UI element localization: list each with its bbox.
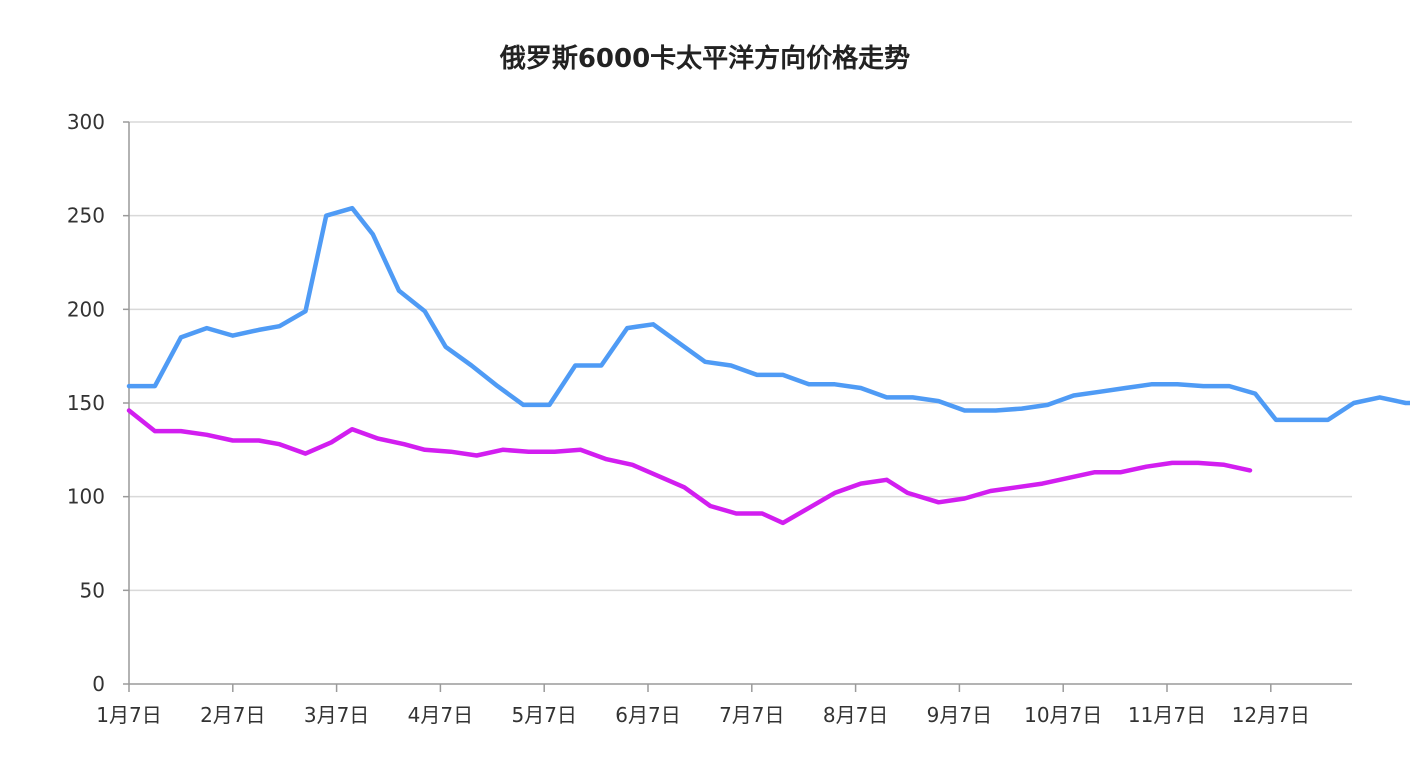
x-tick-label-4: 5月7日 bbox=[511, 703, 576, 727]
x-tick-label-9: 10月7日 bbox=[1024, 703, 1102, 727]
y-tick-label-0: 0 bbox=[92, 672, 105, 696]
y-tick-label-100: 100 bbox=[67, 485, 105, 509]
series-line-1 bbox=[126, 205, 1410, 423]
x-tick-label-1: 2月7日 bbox=[200, 703, 265, 727]
y-tick-label-150: 150 bbox=[67, 391, 105, 415]
x-tick-label-6: 7月7日 bbox=[719, 703, 784, 727]
x-tick-label-3: 4月7日 bbox=[408, 703, 473, 727]
x-tick-label-11: 12月7日 bbox=[1232, 703, 1310, 727]
series-line-2 bbox=[126, 408, 1253, 526]
x-tick-label-0: 1月7日 bbox=[96, 703, 161, 727]
x-tick-label-7: 8月7日 bbox=[823, 703, 888, 727]
x-tick-label-2: 3月7日 bbox=[304, 703, 369, 727]
y-tick-label-200: 200 bbox=[67, 297, 105, 321]
y-tick-label-50: 50 bbox=[80, 578, 105, 602]
y-tick-label-250: 250 bbox=[67, 204, 105, 228]
x-tick-label-5: 6月7日 bbox=[615, 703, 680, 727]
chart-title: 俄罗斯6000卡太平洋方向价格走势 bbox=[499, 44, 911, 74]
x-tick-label-10: 11月7日 bbox=[1128, 703, 1206, 727]
x-tick-label-8: 9月7日 bbox=[927, 703, 992, 727]
y-tick-label-300: 300 bbox=[67, 110, 105, 134]
